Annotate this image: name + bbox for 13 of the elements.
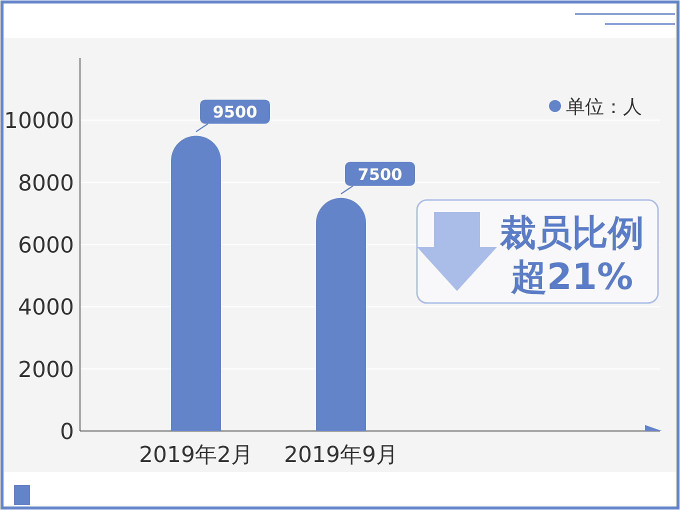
text: 超21% <box>510 257 634 298</box>
data-label: 9500 <box>212 102 258 122</box>
y-tick-label: 2000 <box>18 358 74 383</box>
y-tick-label: 4000 <box>18 296 74 321</box>
y-tick-label: 10000 <box>4 109 74 134</box>
x-tick-label: 2019年9月 <box>284 443 398 468</box>
y-tick-label: 0 <box>60 420 74 445</box>
y-tick-label: 6000 <box>18 234 74 258</box>
legend-label: 单位：人 <box>566 96 642 118</box>
x-tick-label: 2019年2月 <box>139 443 253 468</box>
text: 裁员比例 <box>499 213 644 254</box>
y-tick-label: 8000 <box>18 171 74 196</box>
data-label: 7500 <box>358 164 402 184</box>
